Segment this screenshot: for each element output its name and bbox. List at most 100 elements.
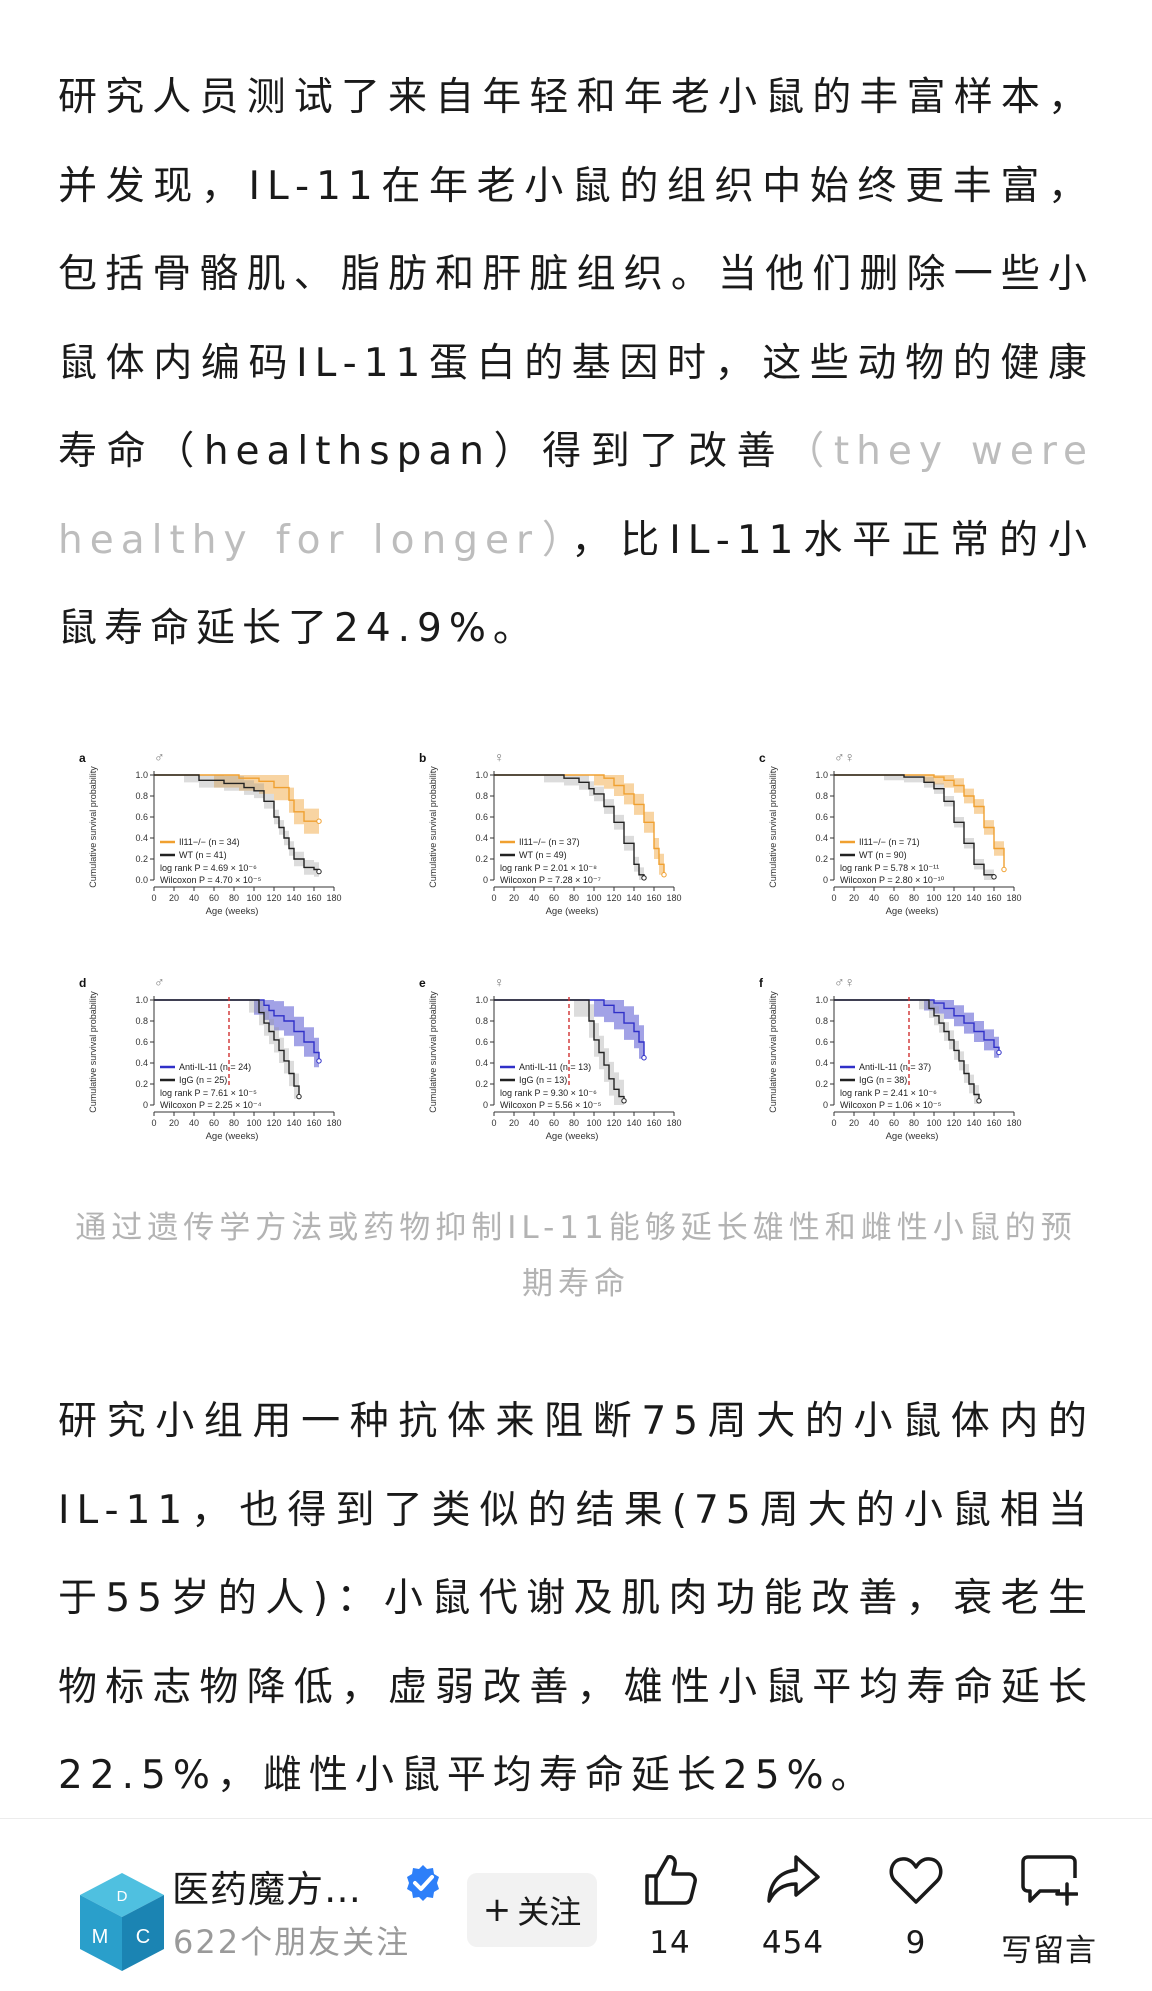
legend-label: Il11−/− (n = 71) — [859, 837, 920, 847]
x-tick-label: 120 — [606, 893, 621, 903]
legend-label: Il11−/− (n = 37) — [519, 837, 580, 847]
survival-line-treatment — [154, 999, 320, 1061]
x-tick-label: 20 — [849, 893, 859, 903]
x-tick-label: 40 — [189, 893, 199, 903]
x-tick-label: 120 — [946, 1118, 961, 1128]
x-tick-label: 80 — [909, 1118, 919, 1128]
x-tick-label: 160 — [986, 893, 1001, 903]
legend-label: IgG (n = 13) — [519, 1075, 567, 1085]
y-axis-label: Cumulative survival probability — [88, 991, 98, 1113]
share-arrow-icon — [767, 1855, 820, 1903]
panel-sex-symbol: ♂♀ — [834, 974, 855, 990]
survival-line-treatment — [494, 774, 665, 875]
y-tick-label: 0.4 — [815, 1058, 828, 1068]
legend-label: Anti-IL-11 (n = 24) — [179, 1062, 251, 1072]
author-name[interactable]: 医药魔方… — [172, 1868, 362, 1911]
panel-sex-symbol: ♂♀ — [834, 749, 855, 765]
stats-text: Wilcoxon P = 7.28 × 10⁻⁷ — [500, 875, 601, 885]
x-tick-label: 60 — [889, 893, 899, 903]
x-tick-label: 140 — [966, 1118, 981, 1128]
x-axis-label: Age (weeks) — [546, 1131, 599, 1142]
stats-text: log rank P = 9.30 × 10⁻⁶ — [500, 1088, 597, 1098]
stats-text: Wilcoxon P = 2.25 × 10⁻⁴ — [160, 1100, 262, 1110]
write-comment-button[interactable]: 写留言 — [974, 1851, 1124, 1970]
like-button[interactable]: 14 — [620, 1851, 720, 1961]
x-tick-label: 0 — [151, 893, 156, 903]
survival-line-control — [834, 999, 980, 1101]
censor-mark — [316, 1058, 322, 1064]
y-tick-label: 1.0 — [815, 770, 828, 780]
y-tick-label: 0.4 — [135, 1058, 148, 1068]
stats-text: Wilcoxon P = 4.70 × 10⁻⁵ — [160, 875, 262, 885]
x-tick-label: 80 — [569, 1118, 579, 1128]
x-axis-label: Age (weeks) — [206, 1131, 259, 1142]
x-tick-label: 180 — [1006, 893, 1021, 903]
y-axis-label: Cumulative survival probability — [428, 766, 438, 888]
x-tick-label: 0 — [491, 893, 496, 903]
x-tick-label: 60 — [549, 1118, 559, 1128]
x-tick-label: 100 — [246, 893, 261, 903]
legend-label: IgG (n = 25) — [179, 1075, 227, 1085]
legend-label: IgG (n = 38) — [859, 1075, 907, 1085]
ci-band-control — [494, 1000, 624, 1105]
follow-label: 关注 — [517, 1893, 582, 1931]
panel-sex-symbol: ♀ — [494, 749, 505, 765]
ci-band-treatment — [494, 1000, 644, 1075]
share-button[interactable]: 454 — [743, 1851, 843, 1961]
y-tick-label: 0.2 — [135, 854, 148, 864]
survival-line-control — [154, 774, 320, 872]
legend-label: Anti-IL-11 (n = 13) — [519, 1062, 591, 1072]
x-tick-label: 120 — [946, 893, 961, 903]
y-axis-label: Cumulative survival probability — [768, 991, 778, 1113]
y-tick-label: 0.6 — [815, 1037, 828, 1047]
y-tick-label: 0 — [483, 875, 488, 885]
survival-line-treatment — [154, 774, 319, 822]
censor-mark — [641, 875, 647, 881]
x-tick-label: 120 — [266, 1118, 281, 1128]
y-tick-label: 0.8 — [475, 1016, 488, 1026]
favorite-button[interactable]: 9 — [866, 1851, 966, 1961]
x-tick-label: 180 — [666, 1118, 681, 1128]
censor-mark — [976, 1098, 982, 1104]
legend-label: WT (n = 49) — [519, 850, 567, 860]
panel-sex-symbol: ♀ — [494, 974, 505, 990]
follow-button[interactable]: + 关注 — [467, 1873, 597, 1947]
y-tick-label: 0.8 — [135, 791, 148, 801]
author-avatar[interactable]: D M C — [72, 1867, 172, 1977]
x-tick-label: 60 — [549, 893, 559, 903]
y-tick-label: 0.8 — [475, 791, 488, 801]
censor-mark — [661, 872, 667, 878]
censor-mark — [296, 1093, 302, 1100]
y-axis-label: Cumulative survival probability — [768, 766, 778, 888]
survival-line-control — [494, 774, 645, 878]
x-tick-label: 100 — [926, 893, 941, 903]
legend-label: WT (n = 90) — [859, 850, 907, 860]
censor-mark — [991, 874, 997, 880]
y-tick-label: 0 — [823, 1100, 828, 1110]
article-paragraph-1: 研究人员测试了来自年轻和年老小鼠的丰富样本，并发现，IL-11在年老小鼠的组织中… — [58, 54, 1094, 674]
x-axis-label: Age (weeks) — [886, 906, 939, 917]
x-tick-label: 0 — [831, 1118, 836, 1128]
x-tick-label: 0 — [831, 893, 836, 903]
y-tick-label: 0.4 — [815, 833, 828, 843]
figure-caption: 通过遗传学方法或药物抑制IL-11能够延长雄性和雌性小鼠的预期寿命 — [75, 1210, 1077, 1302]
y-tick-label: 0.4 — [475, 833, 488, 843]
ci-band-control — [834, 1000, 979, 1105]
x-tick-label: 0 — [491, 1118, 496, 1128]
y-tick-label: 0.4 — [135, 833, 148, 843]
censor-mark — [621, 1098, 627, 1104]
y-tick-label: 0.0 — [135, 875, 148, 885]
heart-icon — [889, 1857, 943, 1904]
y-tick-label: 0.8 — [815, 1016, 828, 1026]
panel-letter: c — [759, 751, 766, 765]
y-tick-label: 1.0 — [135, 770, 148, 780]
write-comment-label: 写留言 — [1001, 1933, 1097, 1969]
thumbs-up-icon — [645, 1855, 697, 1905]
y-tick-label: 0.6 — [475, 1037, 488, 1047]
survival-line-control — [834, 774, 995, 877]
survival-figure: a ♂ 0.0 0.2 0.4 0.6 0.8 1.0 0 20 40 60 80 100 120 140 16… — [64, 738, 1088, 1194]
panel-letter: f — [759, 976, 764, 990]
legend-label: Il11−/− (n = 34) — [179, 837, 240, 847]
survival-line-control — [154, 999, 300, 1097]
censor-mark — [316, 818, 322, 824]
